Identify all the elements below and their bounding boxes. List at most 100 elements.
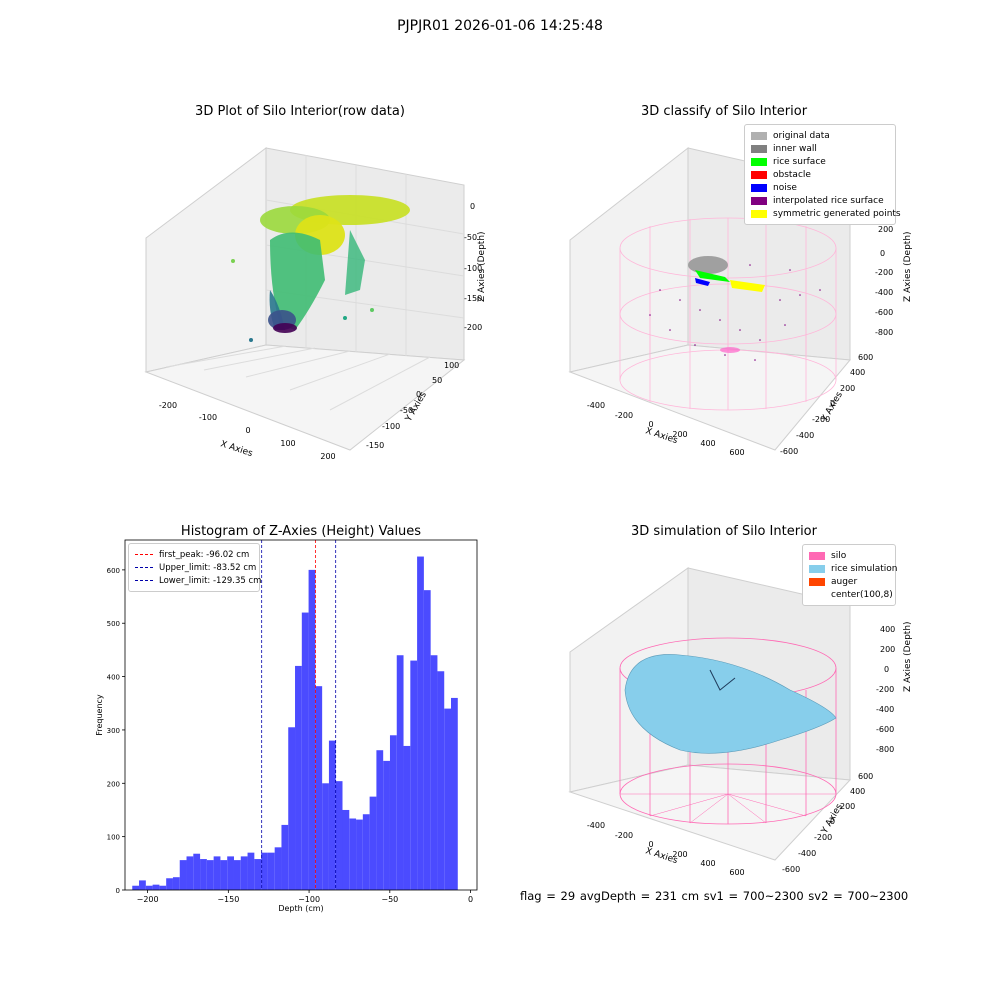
legend-entry: rice surface (751, 155, 889, 168)
z-tick: 400 (880, 625, 895, 634)
panel-raw-title: 3D Plot of Silo Interior(row data) (195, 104, 405, 119)
y-tick: 600 (858, 353, 873, 362)
inner-wall-cluster (688, 256, 728, 274)
histogram-bar (193, 853, 201, 890)
y-tick-label: 400 (107, 674, 120, 682)
x-tick: -100 (199, 413, 217, 422)
y-tick: -100 (382, 422, 400, 431)
histogram-chart: −200 −150 −100 −50 0 0 100 200 300 400 500 600 Dep… (95, 539, 478, 913)
z-tick: 0 (884, 665, 889, 674)
histogram-reference-lines (261, 540, 337, 890)
histogram-bar (410, 660, 418, 890)
histogram-bar (145, 885, 153, 890)
x-tick: 0 (648, 840, 653, 849)
histogram-bar (417, 556, 424, 890)
simulation-legend: silo rice simulation auger center(100,8) (802, 544, 897, 606)
x-tick-label: −150 (217, 895, 239, 904)
z-tick: -600 (876, 725, 894, 734)
legend-entry: Upper_limit: -83.52 cm (135, 561, 256, 574)
histogram-bar (172, 877, 180, 890)
histogram-bar (444, 708, 452, 890)
histogram-bar (267, 852, 275, 890)
z-axis-label: Z Axies (Depth) (903, 231, 913, 302)
x-axis-label: Depth (cm) (278, 904, 323, 913)
y-tick: 400 (850, 368, 865, 377)
legend-entry: rice simulation (809, 562, 897, 575)
histogram-bar (200, 859, 207, 890)
histogram-bar (403, 745, 411, 890)
y-tick: 200 (840, 384, 855, 393)
x-tick: 0 (648, 420, 653, 429)
histogram-bars (132, 556, 458, 890)
y-tick-label: 600 (107, 567, 120, 575)
y-tick: 400 (850, 787, 865, 796)
z-axis-label: Z Axies (Depth) (903, 621, 913, 692)
histogram-bar (308, 569, 316, 890)
y-tick: 0 (830, 399, 835, 408)
y-tick: -200 (814, 833, 832, 842)
y-tick: -50 (400, 406, 413, 415)
x-tick: 0 (245, 426, 250, 435)
histogram-bar (295, 665, 302, 890)
y-tick: -600 (782, 865, 800, 874)
x-tick-label: 0 (468, 895, 473, 904)
z-tick-labels: 0 -50 -100 -150 -200 (464, 202, 482, 332)
histogram-bar (451, 697, 458, 890)
histogram-bar (322, 783, 329, 890)
histogram-bar (328, 740, 336, 890)
z-tick: -50 (464, 233, 477, 242)
histogram-bar (240, 856, 248, 890)
y-tick: 100 (444, 361, 459, 370)
histogram-bar (335, 781, 343, 890)
legend-entry: inner wall (751, 142, 889, 155)
x-tick: 400 (700, 439, 715, 448)
y-tick: -200 (812, 415, 830, 424)
histogram-bar (227, 856, 234, 890)
y-tick-label: 100 (107, 834, 120, 842)
histogram-bar (288, 727, 296, 890)
histogram-bar (430, 655, 438, 890)
y-axis-label: Y Axies (819, 390, 845, 424)
y-tick: -400 (798, 849, 816, 858)
plot-frame (124, 539, 478, 891)
legend-entry: interpolated rice surface (751, 194, 889, 207)
z-tick: -100 (464, 264, 482, 273)
x-tick: 600 (729, 868, 744, 877)
x-tick: 200 (672, 430, 687, 439)
x-tick: -200 (159, 401, 177, 410)
raw-point-cloud (231, 195, 410, 342)
legend-entry: auger (809, 575, 889, 588)
figure-title: PJPJR01 2026-01-06 14:25:48 (397, 18, 603, 34)
histogram-bar (423, 590, 431, 890)
histogram-bar (247, 852, 255, 890)
y-ticks: 0 100 200 300 400 500 600 (107, 567, 125, 895)
symmetric-points-cluster (730, 280, 765, 292)
x-axis-label: X Axies (219, 439, 254, 459)
histogram-bar (281, 824, 289, 890)
z-tick: 200 (880, 645, 895, 654)
histogram-bar (159, 885, 167, 890)
z-tick: -400 (876, 705, 894, 714)
histogram-bar (349, 818, 357, 890)
y-tick: -600 (780, 447, 798, 456)
y-tick: 600 (858, 772, 873, 781)
z-tick: 0 (470, 202, 475, 211)
x-tick-labels: -200 -100 0 100 200 (159, 401, 336, 461)
auger-marker (709, 669, 736, 691)
silo-floor-spokes (620, 793, 836, 824)
legend-entry: Lower_limit: -129.35 cm (135, 574, 261, 587)
legend-entry: original data (751, 129, 889, 142)
z-tick: -400 (875, 288, 893, 297)
histogram-bar (220, 860, 228, 890)
panel-simulation-3d-plot: -400 -200 0 200 400 600 X Axies -600 -40… (568, 567, 913, 877)
legend-entry: noise (751, 181, 889, 194)
classify-legend: original data inner wall rice surface ob… (744, 124, 901, 225)
y-tick-label: 300 (107, 727, 120, 735)
y-tick-label: 200 (107, 780, 120, 788)
histogram-bar (166, 878, 173, 890)
panel-simulation-title: 3D simulation of Silo Interior (631, 524, 817, 539)
legend-entry: center(100,8) (809, 588, 893, 601)
histogram-title: Histogram of Z-Axies (Height) Values (180, 524, 422, 539)
histogram-bar (362, 814, 370, 890)
noise-cluster (695, 278, 710, 286)
